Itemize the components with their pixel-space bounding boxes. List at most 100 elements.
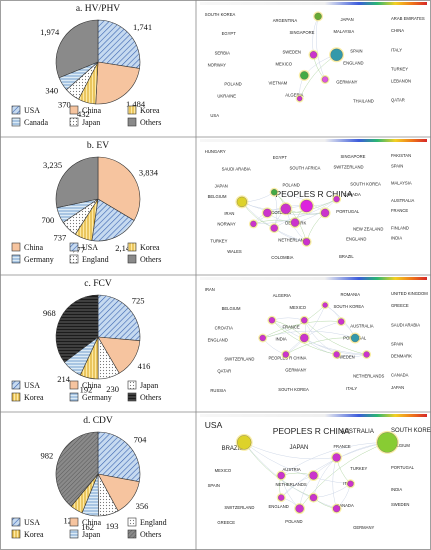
map-label-italy: ITALY bbox=[391, 47, 402, 52]
map-label-sweden: SWEDEN bbox=[283, 49, 301, 54]
map-label-greece: GREECE bbox=[391, 303, 409, 308]
network-node bbox=[330, 48, 343, 61]
map-label-belgium: BELGIUM bbox=[391, 443, 410, 448]
network-edge bbox=[262, 330, 356, 339]
legend-label-usa: USA bbox=[24, 381, 40, 390]
network-node bbox=[338, 318, 345, 325]
map-label-vietnam: VIETNAM bbox=[269, 81, 288, 86]
map-label-portugal: PORTUGAL bbox=[391, 465, 415, 470]
network-node bbox=[363, 351, 370, 358]
legend-swatch-china bbox=[69, 105, 79, 115]
map-label-brazil: BRAZIL bbox=[222, 446, 244, 452]
network-node bbox=[320, 208, 330, 218]
network-node bbox=[300, 199, 313, 213]
network-node bbox=[377, 432, 398, 453]
pie-title: b. EV bbox=[87, 141, 109, 151]
legend-swatch-china bbox=[69, 517, 79, 527]
map-label-australia: AUSTRALIA bbox=[341, 429, 374, 435]
network-edge bbox=[244, 442, 337, 509]
map-label-finland: FINLAND bbox=[391, 225, 409, 230]
map-label-arab-emirates: ARAB EMIRATES bbox=[391, 16, 425, 21]
network-node bbox=[322, 302, 328, 308]
map-label-saudi-arabia: SAUDI ARABIA bbox=[222, 166, 251, 171]
map-label-russia: RUSSIA bbox=[210, 388, 226, 393]
map-label-scotland: SCOTLAND bbox=[269, 210, 292, 215]
map-label-sweden: SWEDEN bbox=[391, 502, 409, 507]
pie-value-label: 725 bbox=[132, 296, 145, 306]
legend-label-korea: Korea bbox=[24, 530, 44, 539]
map-label-croatia: CROATIA bbox=[215, 325, 234, 330]
network-node bbox=[309, 493, 318, 502]
legend-label-usa: USA bbox=[24, 106, 40, 115]
map-label-colombia: COLOMBIA bbox=[271, 255, 293, 260]
legend-swatch-england bbox=[69, 254, 79, 264]
network-node bbox=[333, 351, 340, 358]
map-label-england: ENGLAND bbox=[208, 337, 228, 342]
color-scale-bar bbox=[200, 139, 427, 142]
network-node bbox=[321, 76, 329, 83]
map-label-england: ENGLAND bbox=[269, 504, 289, 509]
legend-label-others: Others bbox=[140, 393, 161, 402]
pie-value-label: 193 bbox=[106, 521, 119, 531]
map-label-south-korea: SOUTH KOREA bbox=[278, 387, 309, 392]
legend-swatch-japan bbox=[127, 380, 137, 390]
map-label-france: FRANCE bbox=[391, 208, 408, 213]
network-node bbox=[277, 471, 285, 480]
legend-swatch-germany bbox=[11, 254, 21, 264]
map-label-spain: SPAIN bbox=[208, 483, 220, 488]
map-label-japan: JAPAN bbox=[391, 385, 404, 390]
network-node bbox=[236, 196, 248, 208]
network-node bbox=[314, 12, 322, 21]
pie-value-label: 340 bbox=[45, 85, 58, 95]
map-label-canada: CANADA bbox=[391, 373, 409, 378]
map-label-south-korea: SOUTH KOREA bbox=[350, 182, 381, 187]
map-label-germany: GERMANY bbox=[285, 368, 306, 373]
network-node bbox=[300, 333, 309, 343]
map-label-mexico: MEXICO bbox=[276, 61, 293, 66]
pie-value-label: 192 bbox=[80, 385, 93, 395]
map-label-netherlands: NETHERLANDS bbox=[353, 374, 384, 379]
map-label-switzerland: SWITZERLAND bbox=[224, 505, 254, 510]
map-label-portugal: PORTUGAL bbox=[336, 209, 360, 214]
legend-label-usa: USA bbox=[82, 243, 98, 252]
pie-slice-others bbox=[55, 431, 99, 507]
pie-slice-china bbox=[97, 156, 141, 221]
map-label-italy: ITALY bbox=[346, 386, 357, 391]
map-label-japan: JAPAN bbox=[341, 17, 354, 22]
map-label-south-korea: SOUTH KOREA bbox=[391, 428, 431, 434]
legend-label-others: Others bbox=[140, 530, 161, 539]
map-label-peoples-r-china: PEOPLES R CHINA bbox=[273, 426, 350, 436]
legend-swatch-others bbox=[127, 392, 137, 402]
map-label-egypt: EGYPT bbox=[222, 31, 237, 36]
map-label-norway: NORWAY bbox=[208, 62, 227, 67]
legend-swatch-usa bbox=[11, 380, 21, 390]
network-edge bbox=[281, 442, 388, 498]
legend-label-usa: USA bbox=[24, 518, 40, 527]
map-label-belgium: BELGIUM bbox=[222, 306, 241, 311]
map-label-qatar: QATAR bbox=[217, 369, 231, 374]
map-label-netherlands: NETHERLANDS bbox=[278, 238, 309, 243]
pie-slice-others bbox=[55, 19, 99, 79]
map-label-ukraine: UKRAINE bbox=[217, 94, 236, 99]
map-label-india: INDIA bbox=[391, 236, 402, 241]
network-node bbox=[237, 435, 252, 450]
network-edge bbox=[285, 321, 342, 355]
legend-label-china: China bbox=[82, 381, 102, 390]
network-edge bbox=[299, 442, 388, 509]
network-edge bbox=[274, 192, 307, 242]
network-node bbox=[263, 208, 272, 218]
network-edge bbox=[304, 320, 367, 355]
pie-slice-usa bbox=[97, 19, 141, 69]
network-node bbox=[270, 224, 278, 232]
network-edge bbox=[244, 442, 337, 460]
legend-swatch-canada bbox=[11, 117, 21, 127]
network-node bbox=[295, 504, 304, 513]
network-node bbox=[268, 317, 276, 324]
map-label-poland: POLAND bbox=[283, 183, 300, 188]
legend-label-others: Others bbox=[140, 255, 161, 264]
map-label-brazil: BRAZIL bbox=[339, 254, 354, 259]
network-node bbox=[250, 220, 257, 228]
network-edge bbox=[243, 442, 314, 498]
